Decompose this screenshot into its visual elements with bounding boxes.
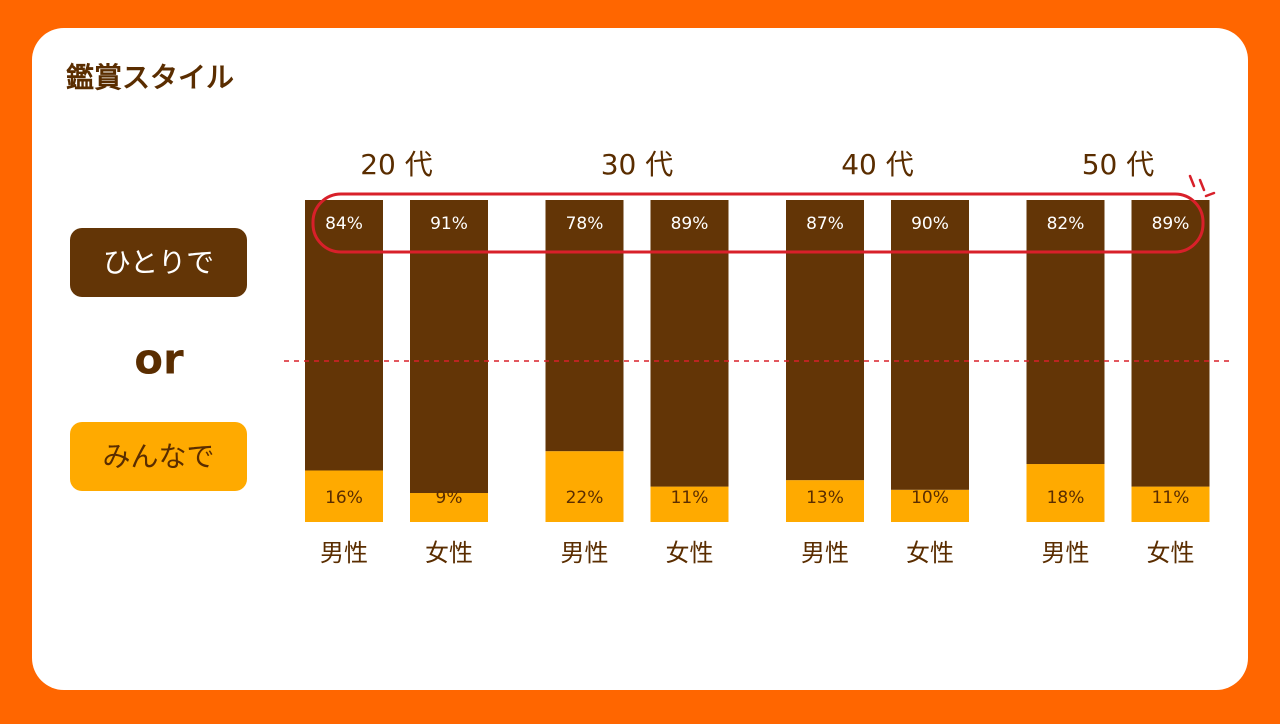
bar-segment: [1026, 200, 1105, 465]
bar-segment: [410, 200, 488, 494]
value-label: 82%: [1047, 214, 1085, 234]
value-label: 10%: [911, 488, 949, 508]
group-label: 50 代: [1082, 148, 1155, 181]
value-label: 89%: [1152, 214, 1190, 234]
group-label: 40 代: [841, 148, 914, 181]
value-label: 11%: [671, 488, 709, 508]
bar-segment: [305, 200, 383, 471]
bar-segment: [650, 200, 729, 487]
value-label: 91%: [430, 214, 468, 234]
value-label: 13%: [806, 488, 844, 508]
highlight-frame: [311, 192, 1205, 254]
x-tick-label: 女性: [666, 539, 714, 567]
plot: 20 代 30 代 40 代 50 代 84% 16% 男性 91% 9% 女性 78% 22% 男性 8…: [70, 148, 1232, 567]
legend-separator: or: [134, 335, 184, 384]
group-label: 20 代: [360, 148, 433, 181]
bar-segment: [305, 470, 383, 522]
bar-segment: [650, 486, 729, 522]
bar-segment: [545, 200, 624, 452]
bar-segment: [1131, 486, 1210, 522]
value-label: 87%: [806, 214, 844, 234]
x-tick-label: 女性: [906, 539, 954, 567]
legend-label: ひとりで: [103, 246, 214, 279]
value-label: 22%: [566, 488, 604, 508]
bar-segment: [1026, 464, 1105, 522]
x-tick-label: 女性: [425, 539, 473, 567]
bar-segment: [410, 493, 488, 522]
chart-title: 鑑賞スタイル: [66, 61, 234, 94]
bar-segment: [1131, 200, 1210, 487]
x-tick-label: 男性: [1042, 539, 1090, 567]
x-tick-label: 男性: [561, 539, 609, 567]
bar-segment: [891, 489, 969, 522]
legend-swatch: [70, 228, 247, 297]
x-tick-label: 女性: [1147, 539, 1195, 567]
legend-label: みんなで: [102, 440, 214, 473]
value-label: 16%: [325, 488, 363, 508]
value-label: 11%: [1152, 488, 1190, 508]
group-label: 30 代: [601, 148, 674, 181]
value-label: 89%: [671, 214, 709, 234]
bar-segment: [545, 451, 624, 522]
x-tick-label: 男性: [801, 539, 849, 567]
bar-segment: [786, 480, 864, 522]
x-tick-label: 男性: [320, 539, 368, 567]
bar-segment: [786, 200, 864, 481]
value-label: 84%: [325, 214, 363, 234]
legend-swatch: [70, 422, 247, 491]
value-label: 78%: [566, 214, 604, 234]
value-label: 90%: [911, 214, 949, 234]
bar-segment: [891, 200, 969, 490]
value-label: 18%: [1047, 488, 1085, 508]
highlight-sparkle: [1188, 174, 1216, 198]
value-label: 9%: [436, 488, 463, 508]
